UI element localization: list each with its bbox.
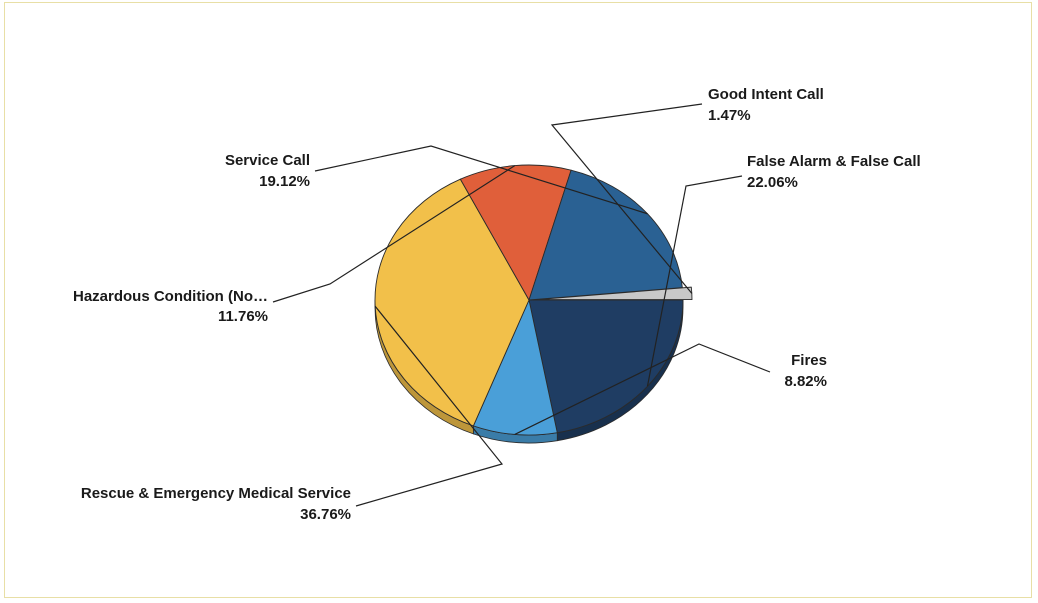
slice-label-percent: 19.12% bbox=[259, 173, 310, 190]
leader-line bbox=[314, 145, 648, 215]
leader-line bbox=[272, 165, 516, 303]
leader-line bbox=[514, 343, 771, 435]
leader-line bbox=[646, 175, 743, 387]
slice-label-percent: 36.76% bbox=[300, 506, 351, 523]
pie-slice bbox=[459, 164, 572, 301]
slice-label-name: Service Call bbox=[225, 152, 310, 169]
slice-label-name: Good Intent Call bbox=[708, 86, 824, 103]
slice-label-name: Rescue & Emergency Medical Service bbox=[81, 485, 351, 502]
slice-label-percent: 22.06% bbox=[747, 174, 798, 191]
slice-label-name: Hazardous Condition (No… bbox=[73, 288, 268, 305]
leader-line bbox=[355, 305, 504, 507]
leader-line bbox=[550, 103, 703, 294]
slice-label-name: Fires bbox=[791, 352, 827, 369]
slice-label-percent: 11.76% bbox=[218, 308, 268, 325]
slice-label-percent: 8.82% bbox=[784, 373, 827, 390]
slice-label-name: False Alarm & False Call bbox=[747, 153, 921, 170]
leader-lines bbox=[272, 103, 771, 507]
slice-label-percent: 1.47% bbox=[708, 107, 751, 124]
